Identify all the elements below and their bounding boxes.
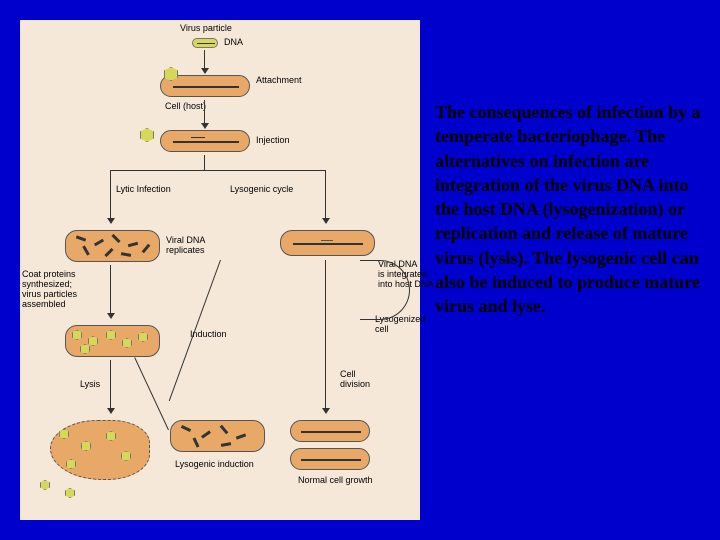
description-panel: The consequences of infection by a tempe… [435,100,705,319]
cell-lytic-replication [65,230,160,262]
label-lysogenic-cycle: Lysogenic cycle [230,185,293,195]
label-dna: DNA [224,38,243,48]
arrow [134,357,169,430]
label-lysogenic-induction: Lysogenic induction [175,460,254,470]
cell-induced [170,420,265,452]
virus-particle-icon [192,38,218,48]
arrow [110,170,325,171]
label-coat-proteins: Coat proteins synthesized; virus particl… [22,270,77,310]
arrow [110,265,111,315]
cell-assembled [65,325,160,357]
arrow-head-icon [107,408,115,414]
label-attachment: Attachment [256,76,302,86]
cell-divided-1 [290,420,370,442]
arrow-head-icon [107,218,115,224]
label-induction: Induction [190,330,227,340]
arrow-head-icon [322,408,330,414]
arrow-head-icon [201,68,209,74]
arrow [204,155,205,170]
label-virus-particle: Virus particle [180,24,232,34]
label-cell-host: Cell (host) [165,102,206,112]
arrow [325,260,326,410]
cell-lysogenic-integrated [280,230,375,256]
virus-hex-icon [40,480,50,490]
arrow-head-icon [107,313,115,319]
description-text: The consequences of infection by a tempe… [435,100,705,319]
label-viral-replicates: Viral DNA replicates [166,236,205,256]
arrow [325,170,326,220]
arrow-head-icon [322,218,330,224]
virus-hex-icon [140,128,154,142]
label-lysis: Lysis [80,380,100,390]
arrow [110,170,111,220]
cell-divided-2 [290,448,370,470]
label-cell-division: Cell division [340,370,370,390]
diagram-panel: Virus particle DNA Attachment Cell (host… [20,20,420,520]
cell-injection [160,130,250,152]
arrow [204,100,205,125]
arrow-head-icon [201,123,209,129]
virus-hex-icon [65,488,75,498]
label-lytic: Lytic Infection [116,185,171,195]
lysis-burst [50,420,150,480]
arrow [110,360,111,410]
arrow [204,50,205,70]
label-injection: Injection [256,136,290,146]
label-normal-growth: Normal cell growth [298,476,373,486]
